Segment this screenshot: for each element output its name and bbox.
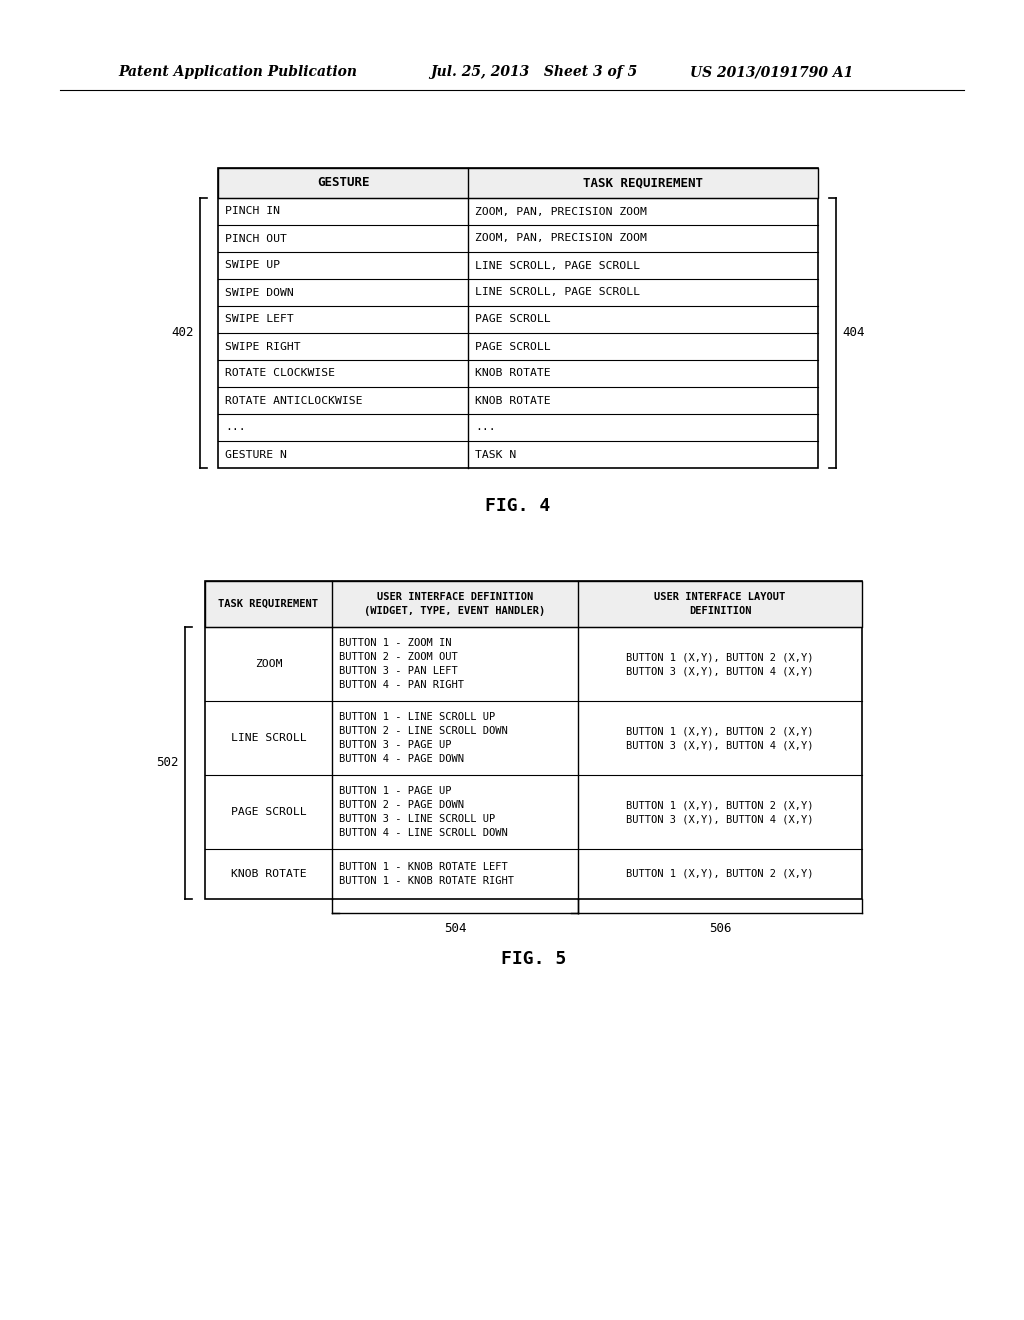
Text: SWIPE LEFT: SWIPE LEFT — [225, 314, 294, 325]
Text: 404: 404 — [842, 326, 864, 339]
Text: ZOOM, PAN, PRECISION ZOOM: ZOOM, PAN, PRECISION ZOOM — [475, 206, 647, 216]
Text: SWIPE RIGHT: SWIPE RIGHT — [225, 342, 301, 351]
Text: BUTTON 1 - ZOOM IN
BUTTON 2 - ZOOM OUT
BUTTON 3 - PAN LEFT
BUTTON 4 - PAN RIGHT: BUTTON 1 - ZOOM IN BUTTON 2 - ZOOM OUT B… — [339, 638, 464, 690]
Text: ...: ... — [225, 422, 246, 433]
Text: PINCH IN: PINCH IN — [225, 206, 280, 216]
Text: 504: 504 — [443, 923, 466, 936]
Text: FIG. 5: FIG. 5 — [501, 950, 566, 968]
Text: PAGE SCROLL: PAGE SCROLL — [475, 342, 551, 351]
Text: 402: 402 — [171, 326, 194, 339]
Text: KNOB ROTATE: KNOB ROTATE — [475, 368, 551, 379]
Text: SWIPE UP: SWIPE UP — [225, 260, 280, 271]
Text: PAGE SCROLL: PAGE SCROLL — [475, 314, 551, 325]
Text: GESTURE N: GESTURE N — [225, 450, 287, 459]
Text: ZOOM, PAN, PRECISION ZOOM: ZOOM, PAN, PRECISION ZOOM — [475, 234, 647, 243]
Text: KNOB ROTATE: KNOB ROTATE — [230, 869, 306, 879]
Text: LINE SCROLL, PAGE SCROLL: LINE SCROLL, PAGE SCROLL — [475, 260, 640, 271]
Bar — [218, 168, 818, 469]
Text: ZOOM: ZOOM — [255, 659, 283, 669]
Text: ROTATE CLOCKWISE: ROTATE CLOCKWISE — [225, 368, 335, 379]
Text: BUTTON 1 - PAGE UP
BUTTON 2 - PAGE DOWN
BUTTON 3 - LINE SCROLL UP
BUTTON 4 - LIN: BUTTON 1 - PAGE UP BUTTON 2 - PAGE DOWN … — [339, 785, 508, 838]
Text: LINE SCROLL: LINE SCROLL — [230, 733, 306, 743]
Bar — [205, 581, 862, 627]
Text: Patent Application Publication: Patent Application Publication — [118, 65, 357, 79]
Text: GESTURE: GESTURE — [316, 177, 370, 190]
Text: BUTTON 1 (X,Y), BUTTON 2 (X,Y)
BUTTON 3 (X,Y), BUTTON 4 (X,Y): BUTTON 1 (X,Y), BUTTON 2 (X,Y) BUTTON 3 … — [627, 726, 814, 750]
Text: BUTTON 1 - LINE SCROLL UP
BUTTON 2 - LINE SCROLL DOWN
BUTTON 3 - PAGE UP
BUTTON : BUTTON 1 - LINE SCROLL UP BUTTON 2 - LIN… — [339, 711, 508, 764]
Text: USER INTERFACE DEFINITION
(WIDGET, TYPE, EVENT HANDLER): USER INTERFACE DEFINITION (WIDGET, TYPE,… — [365, 593, 546, 615]
Text: BUTTON 1 (X,Y), BUTTON 2 (X,Y): BUTTON 1 (X,Y), BUTTON 2 (X,Y) — [627, 869, 814, 879]
Bar — [218, 168, 818, 198]
Text: TASK N: TASK N — [475, 450, 516, 459]
Text: 506: 506 — [709, 923, 731, 936]
Text: ...: ... — [475, 422, 496, 433]
Text: LINE SCROLL, PAGE SCROLL: LINE SCROLL, PAGE SCROLL — [475, 288, 640, 297]
Text: TASK REQUIREMENT: TASK REQUIREMENT — [583, 177, 703, 190]
Text: USER INTERFACE LAYOUT
DEFINITION: USER INTERFACE LAYOUT DEFINITION — [654, 593, 785, 615]
Text: TASK REQUIREMENT: TASK REQUIREMENT — [218, 599, 318, 609]
Text: PINCH OUT: PINCH OUT — [225, 234, 287, 243]
Text: BUTTON 1 (X,Y), BUTTON 2 (X,Y)
BUTTON 3 (X,Y), BUTTON 4 (X,Y): BUTTON 1 (X,Y), BUTTON 2 (X,Y) BUTTON 3 … — [627, 652, 814, 676]
Text: PAGE SCROLL: PAGE SCROLL — [230, 807, 306, 817]
Bar — [205, 581, 862, 899]
Text: US 2013/0191790 A1: US 2013/0191790 A1 — [690, 65, 853, 79]
Text: SWIPE DOWN: SWIPE DOWN — [225, 288, 294, 297]
Text: BUTTON 1 (X,Y), BUTTON 2 (X,Y)
BUTTON 3 (X,Y), BUTTON 4 (X,Y): BUTTON 1 (X,Y), BUTTON 2 (X,Y) BUTTON 3 … — [627, 800, 814, 824]
Text: ROTATE ANTICLOCKWISE: ROTATE ANTICLOCKWISE — [225, 396, 362, 405]
Text: FIG. 4: FIG. 4 — [485, 498, 551, 515]
Text: Jul. 25, 2013   Sheet 3 of 5: Jul. 25, 2013 Sheet 3 of 5 — [430, 65, 637, 79]
Text: 502: 502 — [157, 756, 179, 770]
Text: KNOB ROTATE: KNOB ROTATE — [475, 396, 551, 405]
Text: BUTTON 1 - KNOB ROTATE LEFT
BUTTON 1 - KNOB ROTATE RIGHT: BUTTON 1 - KNOB ROTATE LEFT BUTTON 1 - K… — [339, 862, 514, 886]
